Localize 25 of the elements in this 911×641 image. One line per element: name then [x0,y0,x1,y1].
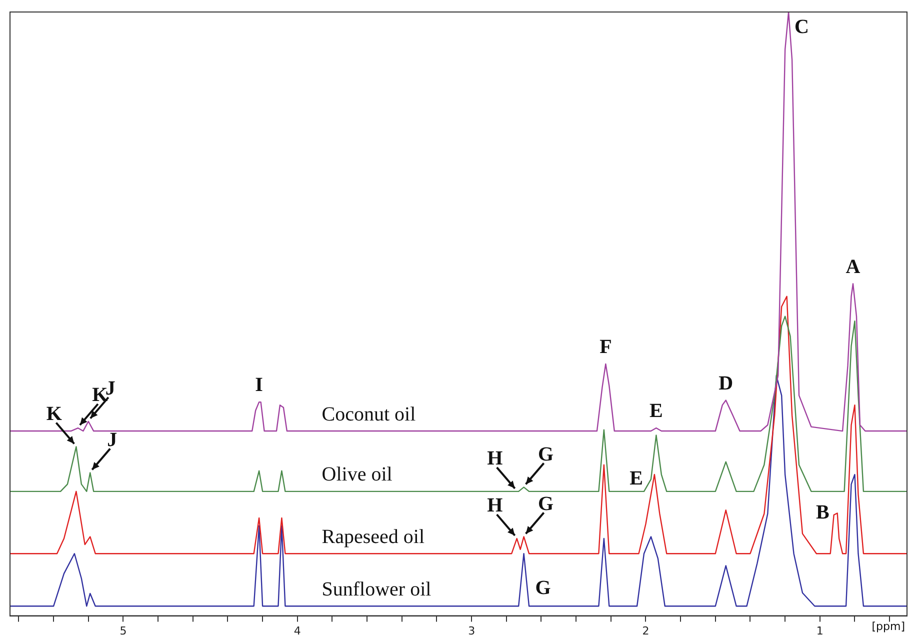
series-label: Coconut oil [322,403,416,426]
annotation: G [538,443,554,466]
annotation: F [600,336,612,358]
x-tick-label: 3 [468,624,476,638]
annotation: H [487,448,504,470]
annotation: J [107,428,118,451]
x-tick-label: 4 [294,624,301,638]
annotation: I [255,374,264,396]
annotation: G [535,576,552,599]
x-tick-label: 2 [642,624,650,638]
x-tick-label: 5 [120,624,127,638]
annotation: H [487,494,504,517]
series-label: Rapeseed oil [322,526,425,548]
annotation: E [630,468,643,490]
annotation: C [794,16,810,38]
series-label: Olive oil [322,464,393,486]
annotation: E [650,400,663,422]
annotation: D [718,372,734,394]
x-axis-title: [ppm] [872,620,905,634]
annotation: G [538,492,554,515]
series-label: Sunflower oil [322,578,432,600]
x-tick-label: 1 [816,624,824,638]
annotation: B [816,501,830,524]
annotation: K [46,402,62,425]
annotation: A [846,256,861,278]
